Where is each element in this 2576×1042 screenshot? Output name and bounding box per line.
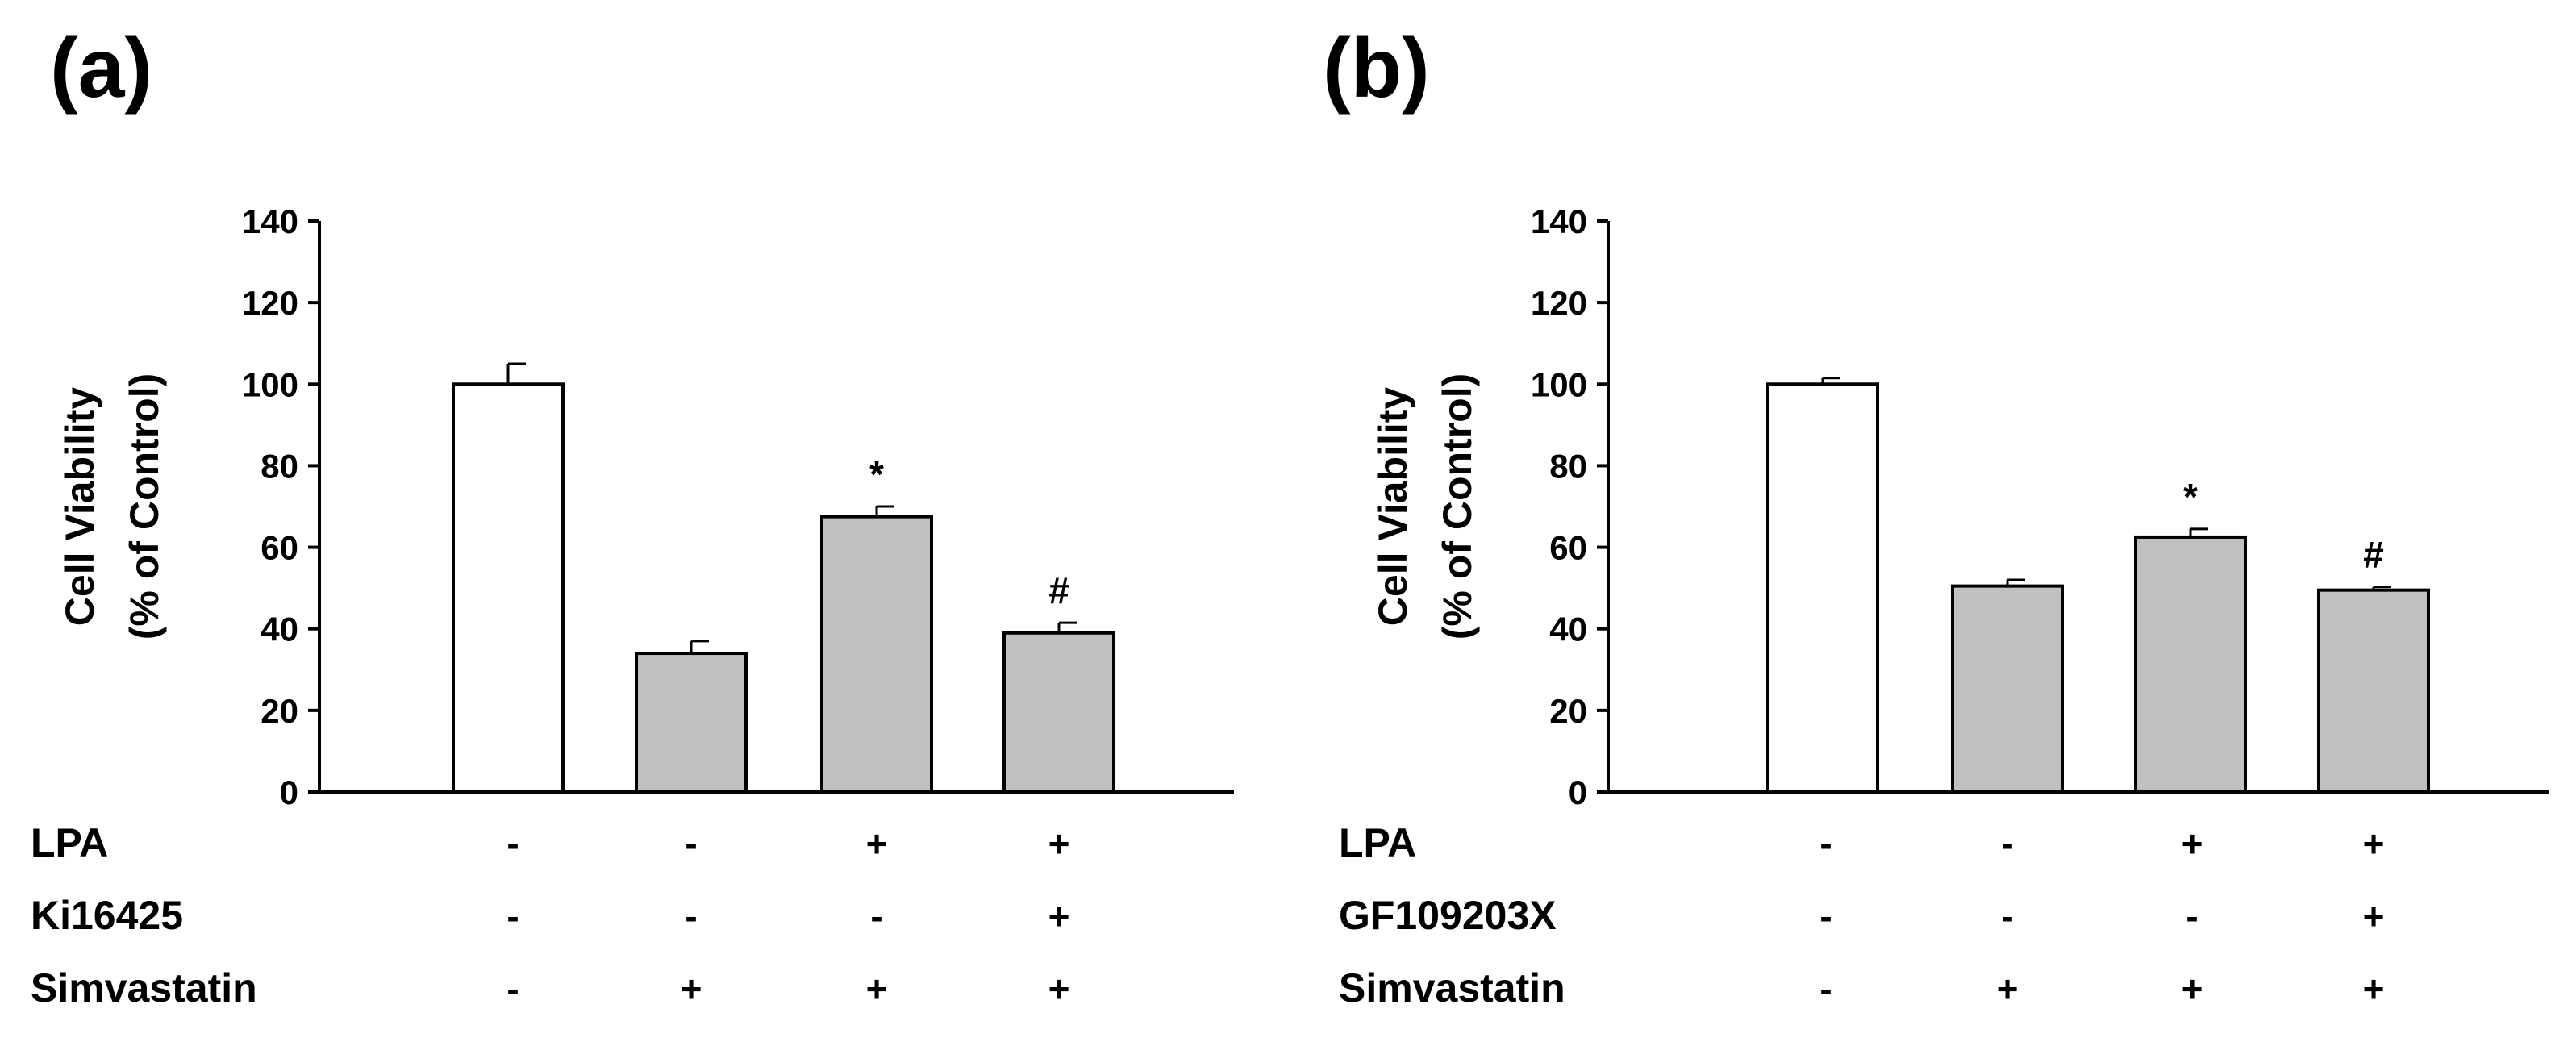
- treatment-sign: -: [870, 895, 882, 937]
- treatment-sign: -: [685, 823, 697, 865]
- treatment-sign: +: [1048, 895, 1070, 937]
- treatment-sign: -: [1819, 823, 1832, 865]
- significance-marker: *: [869, 453, 884, 495]
- bar: [2317, 588, 2430, 794]
- treatment-sign: +: [2363, 968, 2385, 1010]
- treatment-label: GF109203X: [1339, 893, 1557, 938]
- panel-a-axes: 0 20 40 60 80 100 120 140: [242, 202, 1234, 811]
- y-tick-label: 40: [1549, 611, 1587, 648]
- treatment-sign: -: [2001, 895, 2013, 937]
- treatment-sign: -: [506, 823, 519, 865]
- bar: [2134, 535, 2247, 794]
- treatment-label: LPA: [31, 820, 108, 865]
- treatment-sign: +: [2182, 823, 2203, 865]
- treatment-sign: -: [1819, 895, 1832, 937]
- treatment-sign: -: [685, 895, 697, 937]
- y-tick-label: 40: [261, 611, 298, 648]
- panel-a-treatment-table: LPA - - + + Ki16425 - - - + Simvastatin - + + +: [31, 820, 1069, 1011]
- panel-a-ylabel-line1: Cell Viability: [57, 387, 102, 627]
- bar: [635, 652, 748, 794]
- treatment-label: Ki16425: [31, 893, 183, 938]
- y-tick-label: 80: [261, 447, 298, 485]
- treatment-sign: +: [1048, 968, 1070, 1010]
- significance-marker: #: [1048, 569, 1069, 611]
- y-tick-label: 60: [1549, 529, 1587, 567]
- treatment-label: LPA: [1339, 820, 1416, 865]
- panel-b-ylabel-line2: (% of Control): [1435, 373, 1480, 640]
- y-tick-label: 80: [1549, 447, 1587, 485]
- treatment-sign: -: [2001, 823, 2013, 865]
- treatment-sign: +: [866, 823, 888, 865]
- bar: [1002, 631, 1115, 794]
- y-tick-label: 140: [1531, 202, 1587, 240]
- panel-b-axes: 0 20 40 60 80 100 120 140: [1531, 202, 2549, 811]
- y-tick-label: 0: [1569, 773, 1587, 811]
- treatment-label: Simvastatin: [31, 965, 257, 1011]
- y-tick-label: 60: [261, 529, 298, 567]
- treatment-sign: -: [2186, 895, 2198, 937]
- y-tick-label: 0: [280, 773, 298, 811]
- bar: [1951, 584, 2064, 794]
- treatment-sign: -: [506, 895, 519, 937]
- bar: [452, 382, 565, 794]
- treatment-sign: +: [2363, 823, 2385, 865]
- treatment-label: Simvastatin: [1339, 965, 1565, 1011]
- treatment-sign: +: [681, 968, 702, 1010]
- treatment-sign: -: [506, 968, 519, 1010]
- treatment-sign: +: [2182, 968, 2203, 1010]
- y-tick-label: 120: [242, 284, 298, 322]
- treatment-sign: -: [1819, 968, 1832, 1010]
- treatment-sign: +: [866, 968, 888, 1010]
- panel-a-bars: *#: [452, 362, 1115, 794]
- y-tick-label: 100: [242, 365, 298, 403]
- y-tick-label: 20: [261, 692, 298, 730]
- treatment-sign: +: [1997, 968, 2019, 1010]
- panel-b-label: (b): [1323, 22, 1430, 115]
- panel-b-treatment-table: LPA - - + + GF109203X - - - + Simvastatin - + + +: [1339, 820, 2384, 1011]
- y-tick-label: 120: [1531, 284, 1587, 322]
- panel-b-bars: *#: [1766, 377, 2430, 794]
- y-tick-label: 20: [1549, 692, 1587, 730]
- treatment-sign: +: [1048, 823, 1070, 865]
- treatment-sign: +: [2363, 895, 2385, 937]
- panel-b-ylabel-line1: Cell Viability: [1370, 387, 1415, 627]
- panel-a-ylabel-line2: (% of Control): [122, 373, 167, 640]
- y-tick-label: 140: [242, 202, 298, 240]
- bar: [1766, 382, 1879, 794]
- bar: [820, 515, 933, 794]
- significance-marker: *: [2183, 476, 2198, 518]
- panel-a-label: (a): [50, 22, 152, 115]
- y-tick-label: 100: [1531, 365, 1587, 403]
- significance-marker: #: [2363, 534, 2384, 576]
